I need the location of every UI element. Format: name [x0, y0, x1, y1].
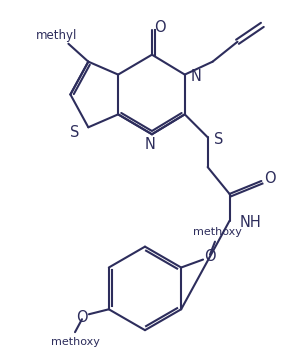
- Text: S: S: [214, 132, 223, 147]
- Text: O: O: [76, 310, 88, 325]
- Text: methoxy: methoxy: [51, 337, 99, 347]
- Text: N: N: [145, 137, 156, 152]
- Text: O: O: [264, 171, 276, 185]
- Text: methoxy: methoxy: [193, 227, 241, 237]
- Text: O: O: [154, 20, 166, 35]
- Text: NH: NH: [239, 215, 261, 230]
- Text: S: S: [70, 125, 79, 140]
- Text: methyl: methyl: [36, 29, 77, 42]
- Text: N: N: [191, 69, 202, 84]
- Text: O: O: [204, 249, 216, 264]
